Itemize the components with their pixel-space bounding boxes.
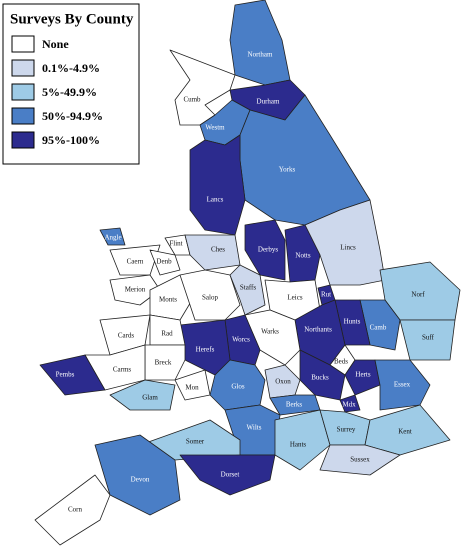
county-label: Oxon [275, 378, 291, 386]
county-label: Northam [248, 51, 273, 59]
county-label: Glam [142, 394, 158, 402]
county [244, 219, 286, 281]
county-label: Salop [202, 294, 218, 302]
county-label: Camb [370, 324, 387, 332]
legend-label: 50%-94.9% [42, 109, 103, 123]
county-label: Cards [118, 332, 135, 340]
county-label: Suff [422, 334, 435, 342]
county-label: Durham [257, 98, 280, 106]
county-label: Merion [125, 286, 146, 294]
county [284, 224, 321, 283]
legend-label: 95%-100% [42, 133, 100, 147]
county-label: Lincs [340, 244, 356, 252]
county-label: Beds [334, 358, 348, 366]
county-label: Lancs [207, 196, 224, 204]
county-label: Yorks [279, 166, 296, 174]
county-label: Leics [287, 294, 302, 302]
county [339, 394, 361, 413]
county [229, 0, 291, 86]
legend-swatch [11, 131, 35, 149]
legend-swatch [11, 107, 35, 125]
county [179, 269, 241, 321]
county-label: Surrey [337, 426, 356, 434]
legend-label: None [42, 37, 69, 51]
county-label: Rad [161, 330, 173, 338]
county-label: Warks [261, 328, 279, 336]
county-label: Pembs [56, 371, 75, 379]
county-label: Cumb [183, 96, 201, 104]
map-title: Surveys By County [10, 11, 134, 27]
county-label: Somer [186, 438, 205, 446]
county [239, 94, 371, 226]
legend-label: 5%-49.9% [42, 85, 97, 99]
county-label: Staffs [240, 284, 256, 292]
county-label: Angle [104, 234, 121, 242]
county [39, 354, 106, 396]
county-label: Rut [321, 291, 331, 299]
county-label: Dorset [221, 471, 240, 479]
county [34, 474, 111, 546]
county-label: Carms [113, 366, 132, 374]
county-label: Devon [131, 476, 150, 484]
county-label: Ches [211, 246, 225, 254]
county-label: Norf [411, 291, 425, 299]
county-label: Berks [286, 401, 303, 409]
county-label: Herefs [196, 346, 215, 354]
county-label: Wilts [247, 424, 262, 432]
county [109, 379, 176, 411]
county [319, 444, 401, 476]
county-label: Herts [355, 371, 370, 379]
county [209, 359, 266, 411]
counties [34, 0, 461, 546]
county-label: Denb [156, 258, 172, 266]
county-label: Bucks [311, 374, 329, 382]
legend-label: 0.1%-4.9% [42, 61, 100, 75]
county-label: Caern [127, 258, 144, 266]
county [184, 234, 241, 271]
county-label: Mdx [342, 401, 356, 409]
county-label: Corn [68, 506, 83, 514]
county [179, 454, 276, 496]
county [364, 404, 451, 456]
legend-swatch [11, 83, 35, 101]
county-label: Hants [290, 441, 307, 449]
county-labels: Northam Cumb Durham Westm Yorks Lancs Angle Fli… [56, 51, 435, 514]
county-label: Essex [394, 381, 411, 389]
county [269, 394, 321, 416]
county-label: Notts [295, 252, 310, 260]
county-label: Northants [304, 326, 332, 334]
county-label: Sussex [350, 456, 370, 464]
county-label: Worcs [232, 336, 250, 344]
county [149, 249, 181, 276]
county [189, 134, 246, 236]
county [264, 364, 301, 399]
county [99, 227, 126, 246]
county-label: Flint [169, 240, 182, 248]
county-label: Kent [398, 428, 412, 436]
county-label: Monts [159, 296, 177, 304]
county-label: Glos [231, 383, 245, 391]
county [274, 409, 331, 471]
county-label: Derbys [258, 246, 278, 254]
legend-swatch [11, 35, 35, 53]
county-label: Westm [205, 124, 225, 132]
county [399, 319, 456, 361]
county-label: Mon [185, 384, 199, 392]
legend: None 0.1%-4.9% 5%-49.9% 50%-94.9% 95%-100% [11, 35, 103, 149]
county-label: Hunts [344, 318, 361, 326]
legend-swatch [11, 59, 35, 77]
county-label: Breck [155, 359, 172, 367]
